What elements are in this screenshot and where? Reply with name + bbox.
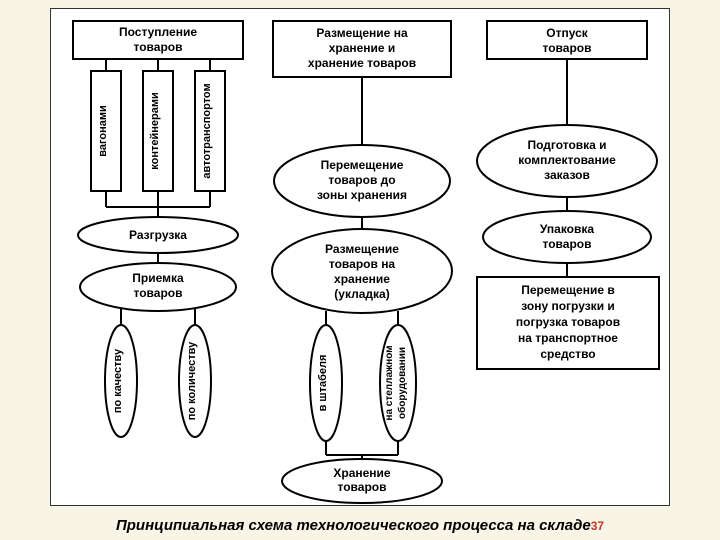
left-sub2-label: контейнерами [149,92,161,170]
mid-step1-l2: товаров до [328,173,395,187]
mid-step2-l1: Размещение [325,242,399,256]
flowchart-svg: Поступление товаров вагонами контейнерам… [51,9,671,507]
right-step1-l1: Подготовка и [527,138,606,152]
left-sub3-label: автотранспортом [201,83,213,178]
diagram-container: Поступление товаров вагонами контейнерам… [50,8,670,506]
left-header-l1: Поступление [119,25,197,39]
right-header-l1: Отпуск [546,26,589,40]
mid-final-l2: товаров [338,480,387,494]
right-step3-l2: зону погрузки и [521,299,615,313]
mid-step2-l2: товаров на [329,257,396,271]
right-step3-l5: средство [540,347,595,361]
mid-tail1-label: в штабеля [317,355,329,412]
right-header-l2: товаров [543,41,592,55]
left-step2-l1: Приемка [132,271,184,285]
right-step1-l2: комплектование [518,153,616,167]
mid-header-l2: хранение и [329,41,396,55]
mid-step1-l1: Перемещение [321,158,404,172]
right-step3-l3: погрузка товаров [516,315,620,329]
mid-step2-l3: хранение [334,272,390,286]
mid-final-l1: Хранение [333,466,391,480]
left-step2-l2: товаров [134,286,183,300]
right-step2-l1: Упаковка [540,222,594,236]
right-step3-l1: Перемещение в [521,283,615,297]
caption-row: Принципиальная схема технологического пр… [0,517,720,534]
mid-tail2-l1: на стеллажном [384,345,395,420]
mid-step1-l3: зоны хранения [317,188,407,202]
page-number: 37 [591,519,604,533]
right-step1-l3: заказов [544,168,590,182]
left-tail2-label: по количеству [186,341,198,420]
mid-step2-l4: (укладка) [334,287,389,301]
mid-tail2-l2: оборудовании [396,347,408,419]
left-tail1-label: по качеству [112,348,124,413]
mid-header-l3: хранение товаров [308,56,416,70]
right-step3-l4: на транспортное [518,331,618,345]
mid-header-l1: Размещение на [316,26,408,40]
left-step1-label: Разгрузка [129,228,187,242]
left-header-l2: товаров [134,40,183,54]
caption-text: Принципиальная схема технологического пр… [116,517,591,534]
right-step2-l2: товаров [543,237,592,251]
left-sub1-label: вагонами [97,105,109,157]
